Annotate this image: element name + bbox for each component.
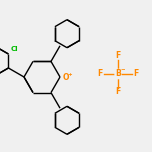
Text: B: B	[115, 69, 121, 78]
Text: Cl: Cl	[10, 46, 18, 52]
Text: F: F	[115, 52, 121, 60]
Text: F: F	[97, 69, 103, 78]
Text: O: O	[63, 73, 69, 81]
Text: F: F	[115, 88, 121, 97]
Text: −: −	[121, 67, 125, 71]
Text: +: +	[67, 71, 72, 76]
Text: F: F	[133, 69, 139, 78]
